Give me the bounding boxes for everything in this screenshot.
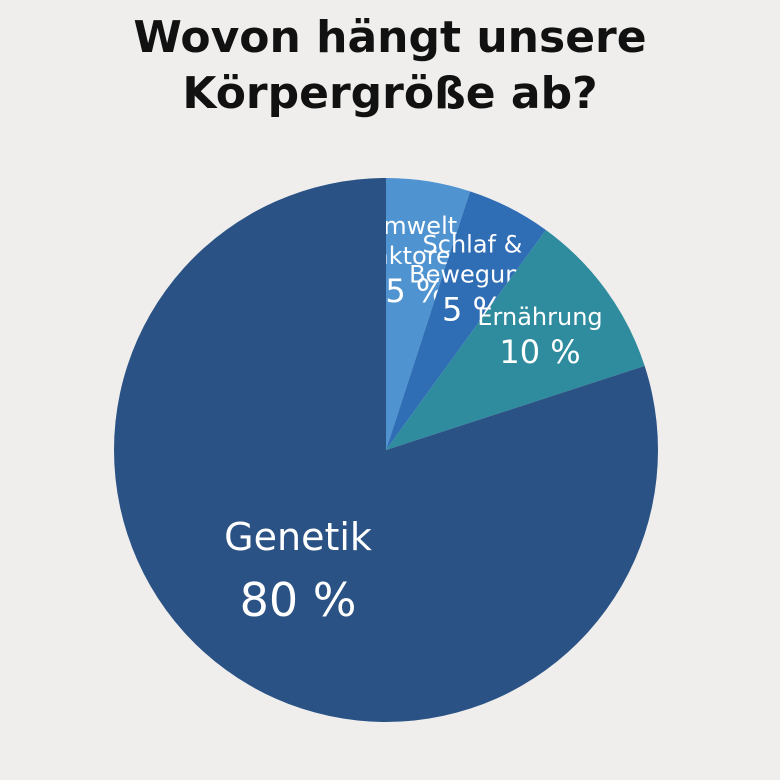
slice-value-label: 80 % <box>240 573 357 627</box>
slice-label: Genetik <box>224 515 372 559</box>
chart-title: Wovon hängt unsere Körpergröße ab? <box>133 12 646 119</box>
pie-slice <box>386 178 471 450</box>
slice-label: Ernährung <box>477 303 602 331</box>
slice-value-label: 10 % <box>499 333 580 371</box>
pie-slice <box>386 229 645 450</box>
pie-slice <box>113 178 658 722</box>
pie-slice <box>386 191 546 450</box>
